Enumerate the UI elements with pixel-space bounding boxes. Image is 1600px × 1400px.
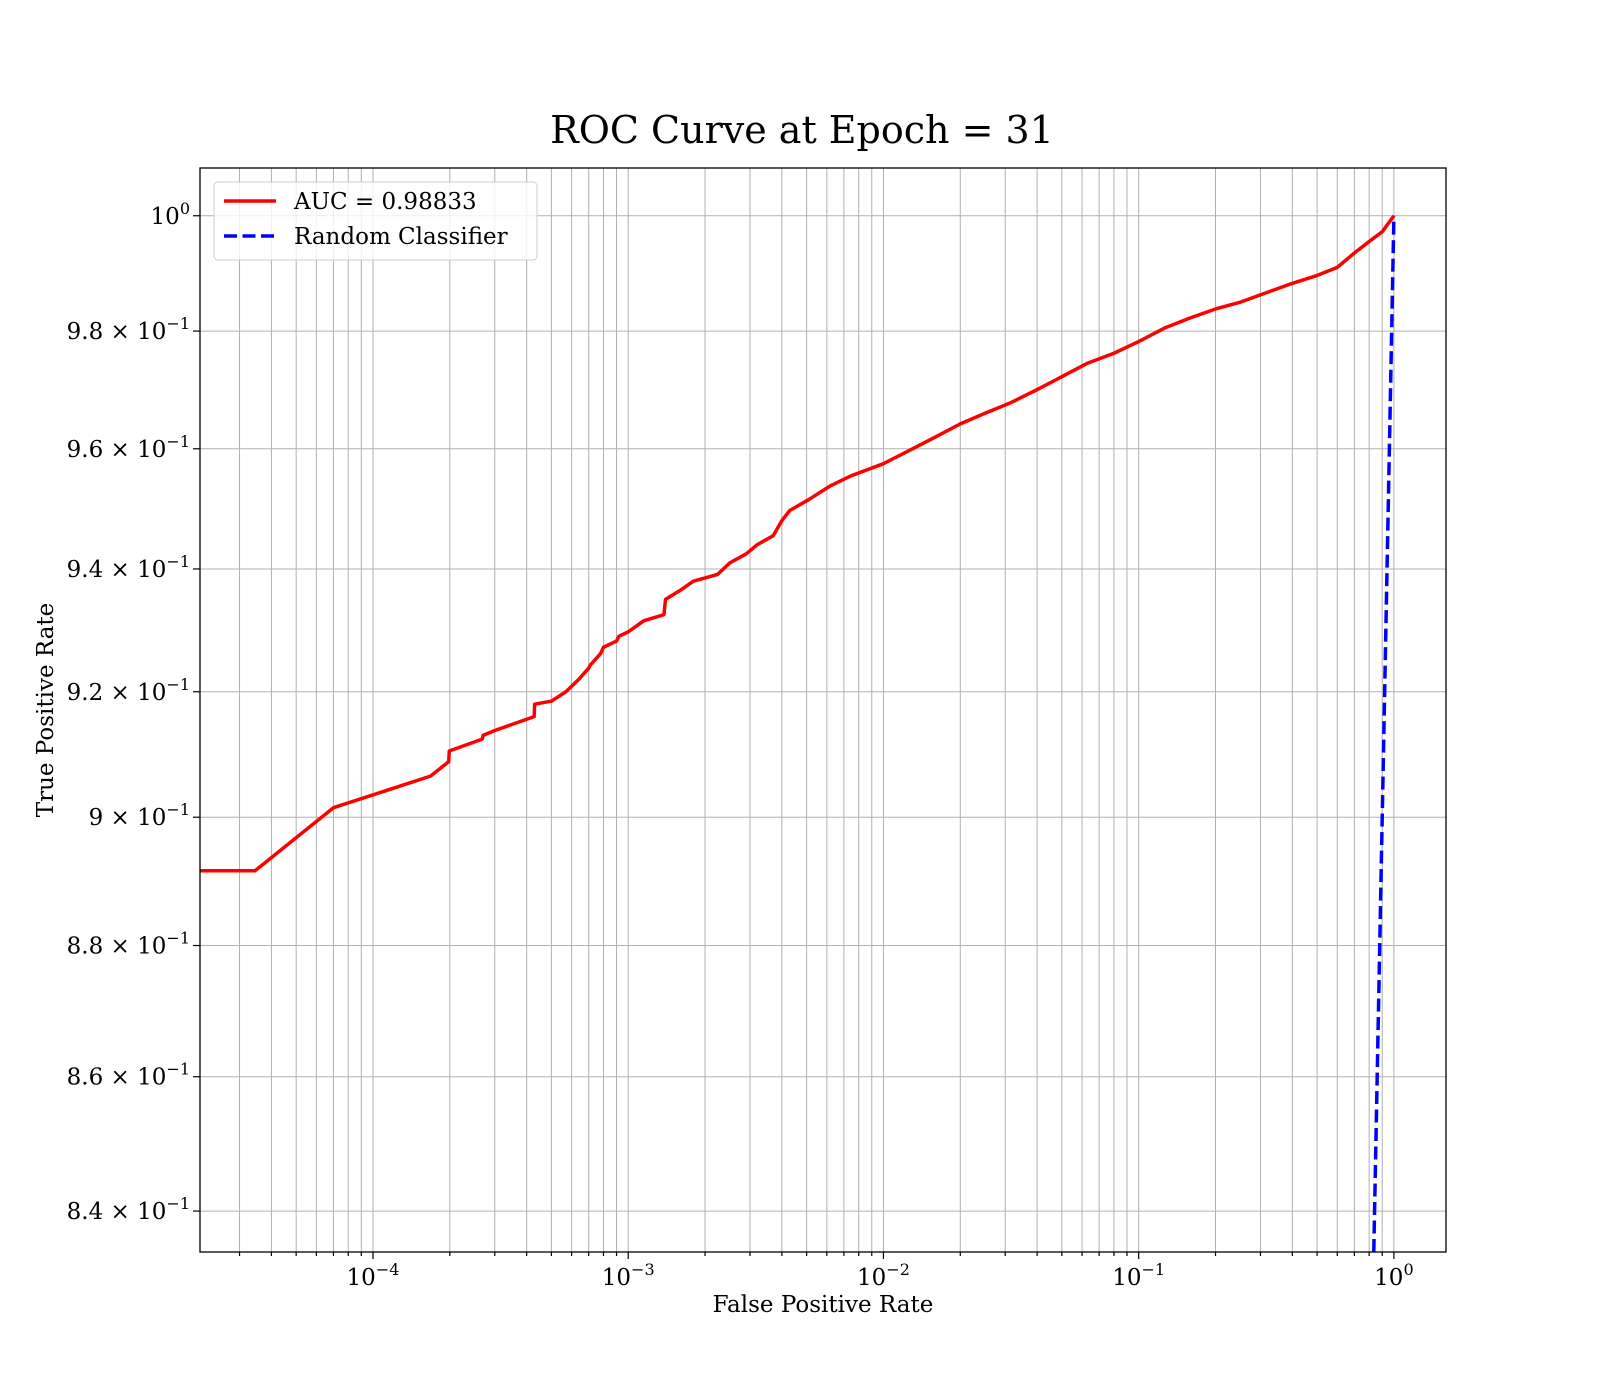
legend: AUC = 0.98833 Random Classifier <box>213 181 538 261</box>
x-tick-label: 100 <box>1374 1260 1413 1291</box>
y-tick-label: 9.4 × 10−1 <box>67 552 190 583</box>
y-axis: 8.4 × 10−1 8.6 × 10−1 8.8 × 10−1 9 × 10−1 9.… <box>67 199 200 1225</box>
x-tick-label: 10−1 <box>1112 1260 1165 1291</box>
x-axis: 10−4 10−3 10−2 10−1 100 <box>238 1252 1414 1291</box>
y-tick-label: 8.6 × 10−1 <box>67 1060 190 1091</box>
legend-box <box>213 181 538 261</box>
y-axis-label: True Positive Rate <box>33 603 59 818</box>
legend-label-auc: AUC = 0.98833 <box>293 189 477 215</box>
x-tick-label: 10−3 <box>602 1260 655 1291</box>
series-line-auc <box>200 214 1396 873</box>
legend-label-random: Random Classifier <box>294 224 508 250</box>
y-tick-label: 8.4 × 10−1 <box>67 1194 190 1225</box>
y-tick-label: 8.8 × 10−1 <box>67 929 190 960</box>
x-axis-label: False Positive Rate <box>713 1292 934 1318</box>
y-tick-label: 9.6 × 10−1 <box>67 432 190 463</box>
y-tick-label: 9.2 × 10−1 <box>67 675 190 706</box>
grid-lines <box>200 168 1446 1252</box>
plot-frame <box>199 167 1447 1253</box>
chart-title: ROC Curve at Epoch = 31 <box>550 108 1054 152</box>
y-tick-label: 9 × 10−1 <box>89 800 190 831</box>
y-tick-label: 100 <box>151 199 190 230</box>
x-tick-label: 10−4 <box>347 1260 400 1291</box>
series-layer <box>200 214 1396 1252</box>
series-line-random <box>1372 215 1396 1252</box>
y-tick-label: 9.8 × 10−1 <box>67 314 190 345</box>
x-tick-label: 10−2 <box>857 1260 910 1291</box>
